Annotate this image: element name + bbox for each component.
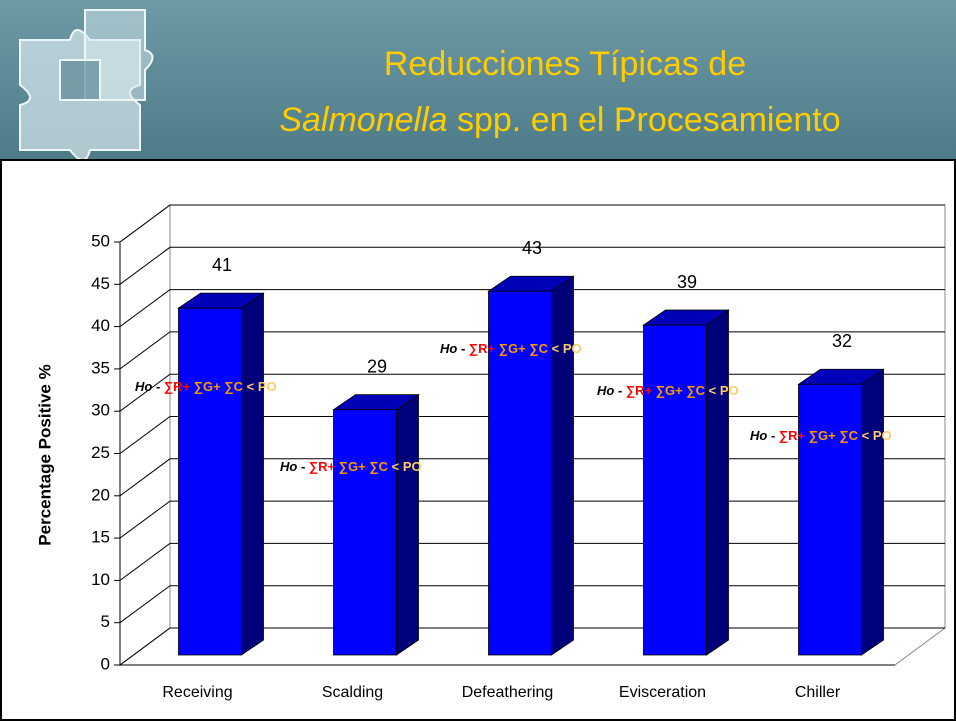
y-tick-label: 40	[91, 316, 110, 335]
title-italic: Salmonella	[279, 101, 447, 139]
annotation-part: -	[767, 428, 779, 443]
annotation-part: ∑R+	[469, 341, 496, 356]
bar-side	[241, 292, 264, 656]
annotation-part: ∑C	[366, 459, 389, 474]
x-tick-label: Scalding	[322, 684, 383, 701]
annotation-part: ∑C	[221, 379, 244, 394]
annotation-part: -	[297, 459, 309, 474]
annotation-part: Ho	[280, 459, 297, 474]
y-tick-label: 15	[91, 528, 110, 547]
x-tick-label: Chiller	[795, 684, 841, 701]
bar-side	[551, 275, 574, 656]
title-rest: spp. en el Procesamiento	[448, 101, 841, 139]
annotation-part: ∑R+	[309, 459, 336, 474]
annotation-part: ∑G+	[805, 428, 836, 443]
header-band	[0, 0, 956, 160]
y-tick-label: 30	[91, 401, 110, 420]
bar-side	[396, 393, 419, 656]
y-tick-label: 20	[91, 485, 110, 504]
annotation-part: < PO	[548, 341, 582, 356]
annotation-part: -	[457, 341, 469, 356]
annotation: Ho - ∑R+ ∑G+ ∑C < PO	[440, 341, 582, 356]
annotation-part: < PO	[388, 459, 422, 474]
annotation-part: ∑G+	[190, 379, 221, 394]
x-tick-label: Receiving	[162, 684, 232, 701]
y-tick-label: 35	[91, 358, 110, 377]
annotation-part: < PO	[858, 428, 892, 443]
annotation-part: ∑R+	[626, 383, 653, 398]
annotation: Ho - ∑R+ ∑G+ ∑C < PO	[597, 383, 739, 398]
annotation-part: Ho	[440, 341, 457, 356]
value-label: 32	[832, 331, 852, 351]
value-label: 41	[212, 255, 232, 275]
bar	[643, 324, 707, 656]
annotation-part: -	[152, 379, 164, 394]
annotation-part: ∑G+	[495, 341, 526, 356]
annotation: Ho - ∑R+ ∑G+ ∑C < PO	[750, 428, 892, 443]
annotation-part: ∑C	[683, 383, 706, 398]
annotation-part: -	[614, 383, 626, 398]
title-line1: Reducciones Típicas de	[384, 45, 746, 83]
grid-line	[119, 246, 945, 285]
bar	[333, 409, 397, 656]
value-label: 39	[677, 272, 697, 292]
puzzle-decoration	[19, 9, 154, 161]
grid-line	[119, 204, 945, 243]
bar-side	[861, 368, 884, 656]
bar	[488, 290, 552, 656]
annotation-part: Ho	[750, 428, 767, 443]
y-tick-label: 45	[91, 274, 110, 293]
annotation-part: ∑R+	[164, 379, 191, 394]
annotation-part: ∑C	[836, 428, 859, 443]
y-tick-label: 25	[91, 443, 110, 462]
annotation-part: ∑G+	[652, 383, 683, 398]
y-tick-label: 0	[101, 654, 110, 673]
value-label: 29	[367, 356, 387, 376]
annotation-part: ∑G+	[335, 459, 366, 474]
annotation-part: ∑C	[526, 341, 549, 356]
y-tick-label: 50	[91, 231, 110, 250]
chart: 0 5 10 15 20 25 30 35 40 45 50 41 Receiving 29 Scaldin…	[91, 204, 947, 701]
annotation-part: Ho	[597, 383, 614, 398]
bar-side	[706, 309, 729, 656]
bar	[798, 383, 862, 656]
annotation-part: ∑R+	[779, 428, 806, 443]
y-axis-label: Percentage Positive %	[35, 364, 54, 545]
bar	[178, 307, 242, 656]
y-tick-label: 5	[101, 612, 110, 631]
annotation-part: Ho	[135, 379, 152, 394]
title-line2: Salmonella spp. en el Procesamiento	[279, 101, 840, 139]
x-tick-label: Defeathering	[462, 684, 554, 701]
value-label: 43	[522, 238, 542, 258]
annotation: Ho - ∑R+ ∑G+ ∑C < PO	[135, 379, 277, 394]
slide-frame	[0, 159, 956, 721]
y-tick-label: 10	[91, 570, 110, 589]
annotation: Ho - ∑R+ ∑G+ ∑C < PO	[280, 459, 422, 474]
x-tick-label: Evisceration	[619, 684, 706, 701]
annotation-part: < PO	[243, 379, 277, 394]
annotation-part: < PO	[705, 383, 739, 398]
grid-line	[119, 289, 945, 328]
